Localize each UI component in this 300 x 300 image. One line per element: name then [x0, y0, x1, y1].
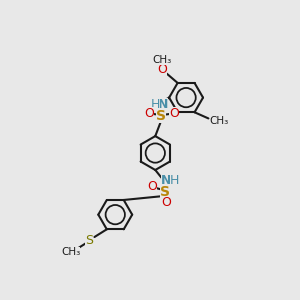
Text: N: N	[158, 98, 168, 111]
Text: S: S	[85, 234, 93, 248]
Text: CH₃: CH₃	[210, 116, 229, 126]
Text: CH₃: CH₃	[153, 55, 172, 65]
Text: O: O	[157, 63, 167, 76]
Text: S: S	[157, 109, 166, 123]
Text: H: H	[151, 98, 160, 111]
Text: O: O	[144, 107, 154, 120]
Text: O: O	[161, 196, 171, 209]
Text: O: O	[169, 107, 179, 120]
Text: H: H	[170, 174, 179, 187]
Text: S: S	[160, 184, 170, 199]
Text: O: O	[147, 180, 157, 194]
Text: CH₃: CH₃	[61, 247, 80, 256]
Text: N: N	[161, 174, 171, 187]
